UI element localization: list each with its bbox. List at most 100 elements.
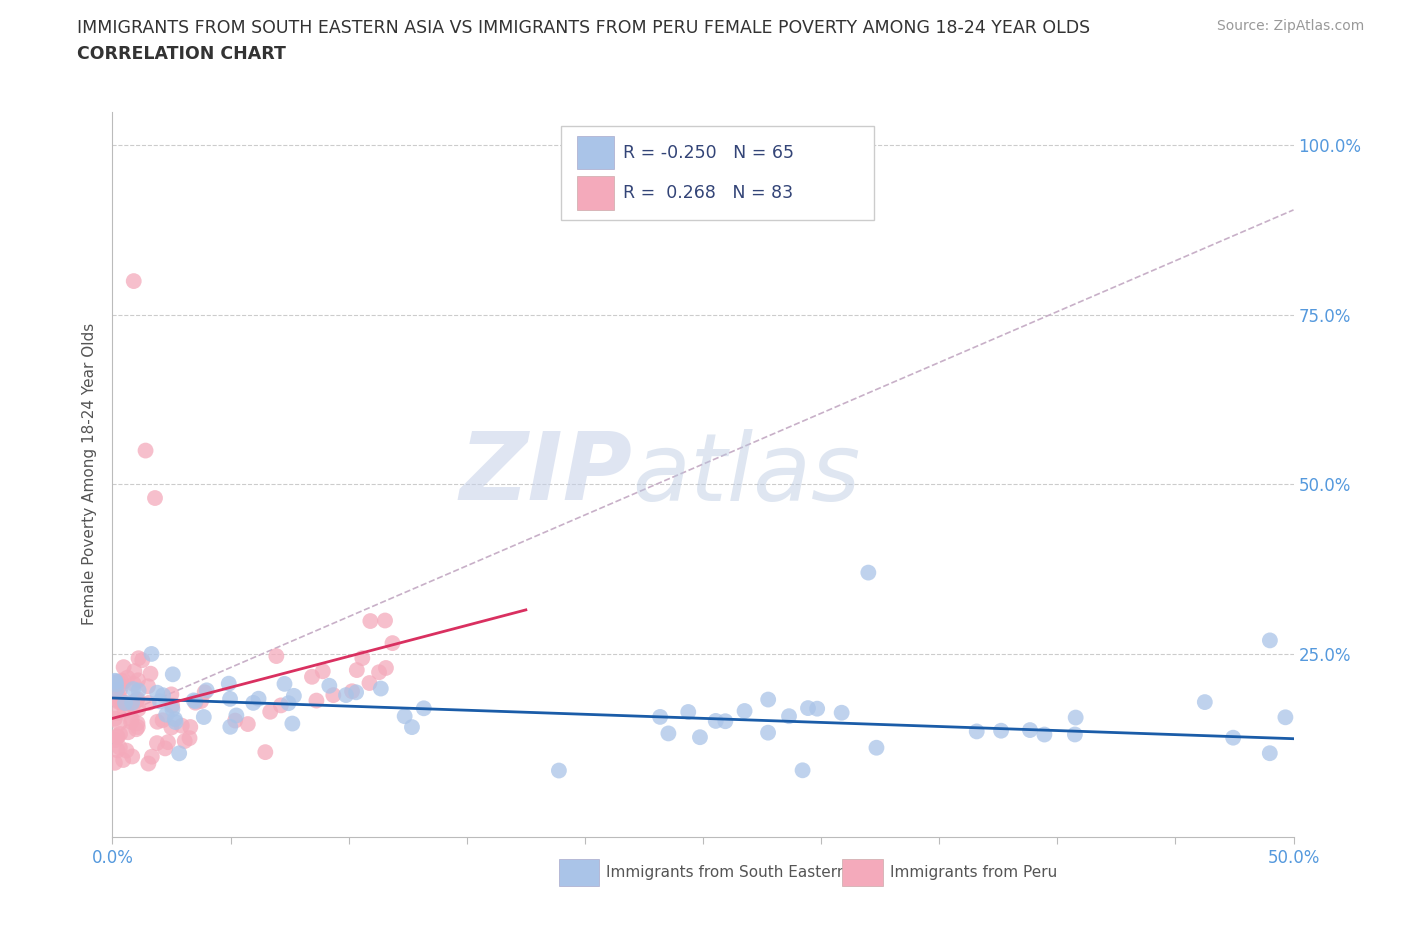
Point xyxy=(183,693,205,708)
Point xyxy=(678,705,700,720)
Point xyxy=(184,694,207,709)
Point xyxy=(194,684,217,699)
Point xyxy=(170,718,193,733)
Point xyxy=(143,491,166,506)
Point xyxy=(127,716,149,731)
Point xyxy=(1019,723,1042,737)
Point xyxy=(141,646,163,661)
Point xyxy=(283,688,305,703)
Point xyxy=(865,740,887,755)
Point xyxy=(120,714,142,729)
Point xyxy=(792,763,814,777)
Point xyxy=(312,664,335,679)
Point xyxy=(162,702,184,717)
Point xyxy=(165,714,187,729)
Point xyxy=(152,688,174,703)
Point xyxy=(184,696,207,711)
Point xyxy=(107,743,129,758)
Point xyxy=(149,694,172,709)
Point xyxy=(318,678,340,693)
Point xyxy=(236,717,259,732)
Point xyxy=(135,443,157,458)
Point xyxy=(121,696,143,711)
FancyBboxPatch shape xyxy=(842,859,883,885)
Point xyxy=(114,696,136,711)
Text: Immigrants from South Eastern Asia: Immigrants from South Eastern Asia xyxy=(606,865,883,880)
Point xyxy=(648,710,671,724)
Point xyxy=(374,660,396,675)
Point xyxy=(131,653,153,668)
Point xyxy=(146,736,169,751)
Point xyxy=(190,694,212,709)
FancyBboxPatch shape xyxy=(560,859,599,885)
Point xyxy=(756,725,779,740)
Point xyxy=(114,696,136,711)
Point xyxy=(108,679,131,694)
Point xyxy=(160,698,183,713)
Point xyxy=(125,722,148,737)
Point xyxy=(219,720,242,735)
Point xyxy=(352,651,374,666)
Point xyxy=(756,692,779,707)
FancyBboxPatch shape xyxy=(576,136,614,169)
Point xyxy=(141,750,163,764)
Point xyxy=(368,665,391,680)
Point xyxy=(146,714,169,729)
Text: Source: ZipAtlas.com: Source: ZipAtlas.com xyxy=(1216,19,1364,33)
Point xyxy=(160,687,183,702)
FancyBboxPatch shape xyxy=(576,176,614,209)
Point xyxy=(797,700,820,715)
Point xyxy=(179,720,201,735)
Point xyxy=(112,674,135,689)
Point xyxy=(401,720,423,735)
Point xyxy=(374,613,396,628)
Text: atlas: atlas xyxy=(633,429,860,520)
Point xyxy=(714,714,737,729)
FancyBboxPatch shape xyxy=(561,126,875,220)
Point xyxy=(105,677,128,692)
Point xyxy=(657,726,679,741)
Point xyxy=(734,703,756,718)
Point xyxy=(381,636,404,651)
Point xyxy=(128,683,150,698)
Point xyxy=(104,673,127,688)
Text: IMMIGRANTS FROM SOUTH EASTERN ASIA VS IMMIGRANTS FROM PERU FEMALE POVERTY AMONG : IMMIGRANTS FROM SOUTH EASTERN ASIA VS IM… xyxy=(77,19,1091,36)
Text: R =  0.268   N = 83: R = 0.268 N = 83 xyxy=(623,184,793,202)
Point xyxy=(273,676,295,691)
Point xyxy=(270,698,292,713)
Point xyxy=(112,752,135,767)
Point xyxy=(412,701,434,716)
Point xyxy=(105,729,128,744)
Point xyxy=(831,705,853,720)
Point xyxy=(277,696,299,711)
Point xyxy=(548,764,571,778)
Point xyxy=(301,670,323,684)
Point xyxy=(110,673,132,688)
Point xyxy=(104,675,127,690)
Point xyxy=(114,703,136,718)
Point xyxy=(138,756,160,771)
Point xyxy=(335,687,357,702)
Point xyxy=(1064,711,1087,725)
Point xyxy=(121,749,143,764)
Point xyxy=(1194,695,1216,710)
Point xyxy=(115,696,138,711)
Point xyxy=(266,648,288,663)
Point xyxy=(139,666,162,681)
Point xyxy=(127,701,149,716)
Point xyxy=(990,724,1012,738)
Point xyxy=(167,746,190,761)
Point xyxy=(107,729,129,744)
Point xyxy=(108,682,131,697)
Text: CORRELATION CHART: CORRELATION CHART xyxy=(77,45,287,62)
Point xyxy=(359,614,381,629)
Point xyxy=(127,692,149,707)
Point xyxy=(108,740,131,755)
Point xyxy=(1033,727,1056,742)
Point xyxy=(689,730,711,745)
Point xyxy=(806,701,828,716)
Point xyxy=(104,674,127,689)
Text: Immigrants from Peru: Immigrants from Peru xyxy=(890,865,1057,880)
Point xyxy=(160,720,183,735)
Point xyxy=(108,716,131,731)
